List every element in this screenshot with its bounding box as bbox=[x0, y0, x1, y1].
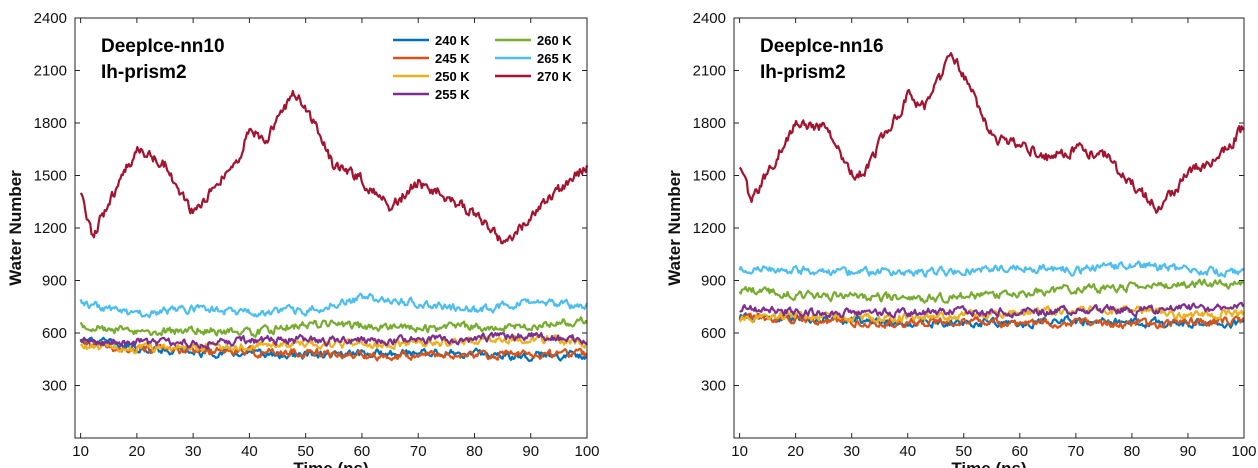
chart-annotation-line: Ih-prism2 bbox=[101, 62, 187, 83]
x-tick-label: 30 bbox=[843, 443, 860, 460]
series-line-270k bbox=[79, 89, 589, 245]
series-line-265k bbox=[738, 260, 1245, 278]
x-tick-label: 40 bbox=[899, 443, 916, 460]
x-tick-label: 80 bbox=[1124, 443, 1141, 460]
x-axis-label: Time (ns) bbox=[293, 459, 368, 468]
y-tick-label: 2100 bbox=[693, 63, 726, 80]
chart-annotation-line: DeepIce-nn16 bbox=[760, 36, 884, 57]
x-tick-label: 60 bbox=[354, 443, 371, 460]
x-tick-label: 70 bbox=[1068, 443, 1085, 460]
y-tick-label: 1800 bbox=[34, 115, 67, 132]
y-axis-label: Water Number bbox=[665, 170, 684, 286]
y-tick-label: 1500 bbox=[34, 168, 67, 185]
x-tick-label: 90 bbox=[1180, 443, 1197, 460]
series-line-255k bbox=[80, 331, 588, 350]
x-tick-label: 10 bbox=[72, 443, 89, 460]
x-tick-label: 100 bbox=[574, 443, 599, 460]
x-tick-label: 80 bbox=[466, 443, 483, 460]
y-tick-label: 600 bbox=[42, 325, 67, 342]
y-tick-label: 900 bbox=[42, 273, 67, 290]
chart-annotation-line: Ih-prism2 bbox=[760, 62, 846, 83]
y-tick-label: 1200 bbox=[34, 220, 67, 237]
legend-entry: 240 K bbox=[435, 33, 470, 48]
y-tick-label: 900 bbox=[701, 273, 726, 290]
y-tick-label: 1200 bbox=[693, 220, 726, 237]
series-line-265k bbox=[79, 292, 588, 319]
x-tick-label: 20 bbox=[787, 443, 804, 460]
series-line-260k bbox=[738, 278, 1245, 304]
y-tick-label: 300 bbox=[701, 378, 726, 395]
series-line-270k bbox=[738, 51, 1245, 214]
series-line-255k bbox=[739, 301, 1245, 319]
legend-entry: 270 K bbox=[537, 69, 572, 84]
legend-entry: 245 K bbox=[435, 51, 470, 66]
x-tick-label: 70 bbox=[410, 443, 427, 460]
x-tick-label: 50 bbox=[297, 443, 314, 460]
x-tick-label: 30 bbox=[185, 443, 202, 460]
x-tick-label: 60 bbox=[1011, 443, 1028, 460]
y-tick-label: 1800 bbox=[693, 115, 726, 132]
y-tick-label: 600 bbox=[701, 325, 726, 342]
y-tick-label: 1500 bbox=[693, 168, 726, 185]
legend-entry: 260 K bbox=[537, 33, 572, 48]
x-tick-label: 40 bbox=[241, 443, 258, 460]
x-tick-label: 50 bbox=[955, 443, 972, 460]
series-line-250k bbox=[79, 333, 589, 355]
y-tick-label: 300 bbox=[42, 378, 67, 395]
series-line-260k bbox=[79, 316, 588, 338]
x-tick-label: 90 bbox=[522, 443, 539, 460]
y-tick-label: 2400 bbox=[693, 10, 726, 27]
legend-entry: 250 K bbox=[435, 69, 470, 84]
x-tick-label: 10 bbox=[731, 443, 748, 460]
left-chart-panel: 10 20 30 40 50 60 70 80 90 100 300 600 900 1200 1500 18… bbox=[6, 10, 600, 468]
chart-annotation-line: DeepIce-nn10 bbox=[101, 36, 225, 57]
legend-entry: 265 K bbox=[537, 51, 572, 66]
y-tick-label: 2100 bbox=[34, 63, 67, 80]
x-tick-label: 100 bbox=[1231, 443, 1256, 460]
x-axis-label: Time (ns) bbox=[951, 459, 1026, 468]
y-axis-label: Water Number bbox=[6, 170, 25, 286]
right-chart-panel: 10 20 30 40 50 60 70 80 90 100 300 600 900 1200 1500 18… bbox=[665, 10, 1257, 468]
y-tick-label: 2400 bbox=[34, 10, 67, 27]
x-tick-label: 20 bbox=[129, 443, 146, 460]
series-line-245k bbox=[738, 312, 1245, 330]
legend-entry: 255 K bbox=[435, 87, 470, 102]
